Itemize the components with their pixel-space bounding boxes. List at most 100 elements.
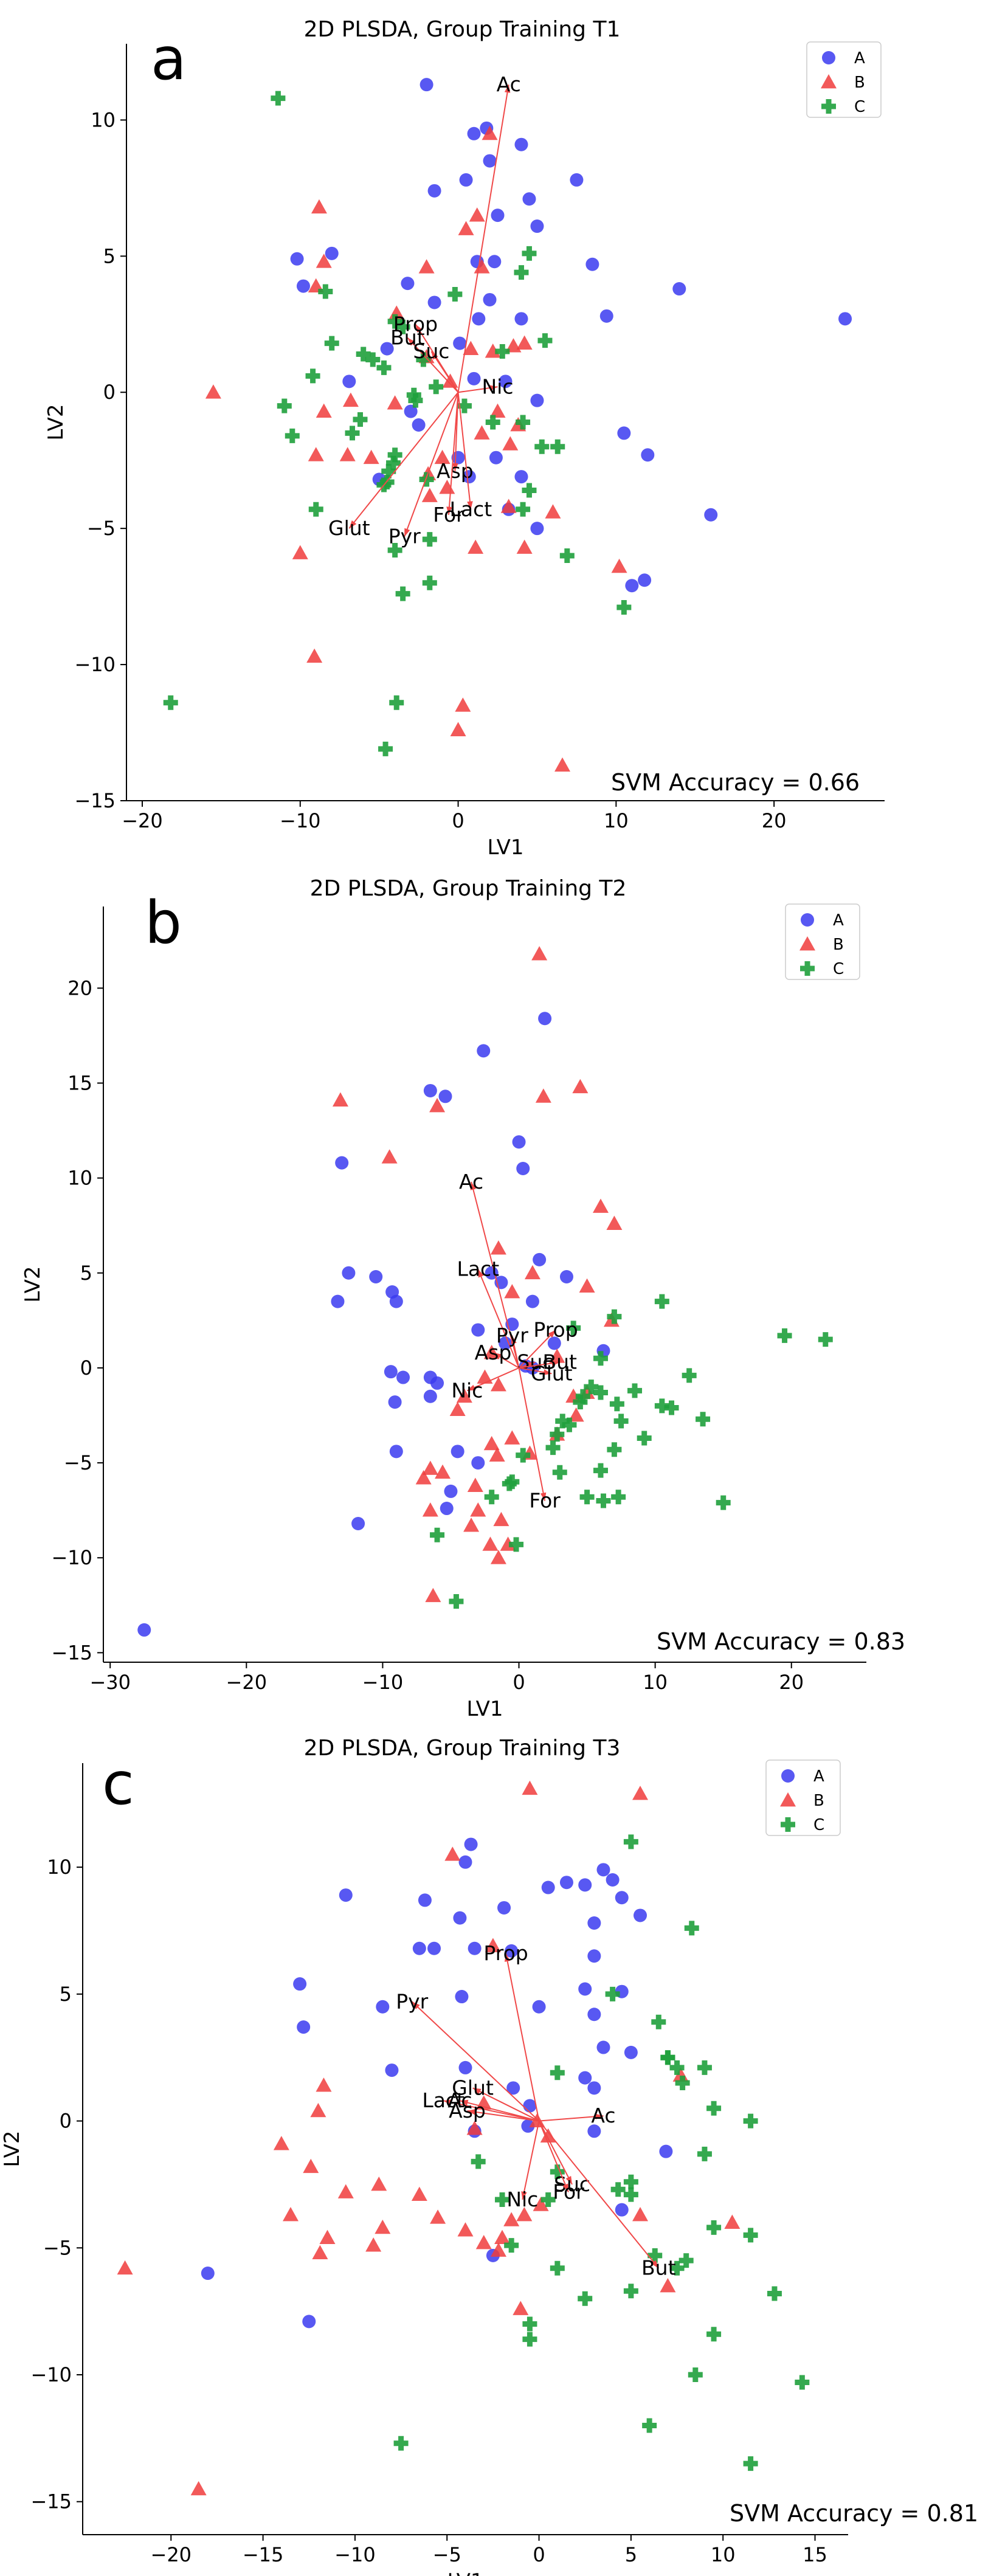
x-tick-label: 10 [604, 809, 629, 832]
legend-label: C [833, 960, 844, 978]
data-point-B [477, 1369, 493, 1384]
y-tick-label: 20 [67, 976, 92, 1000]
data-point-B [483, 1435, 500, 1451]
loading-arrow [430, 351, 459, 393]
data-point-A [404, 404, 418, 418]
loading-arrowhead [651, 2260, 659, 2268]
loading-arrowhead [595, 2113, 604, 2120]
loading-label: Asp [449, 2099, 486, 2122]
series-A [290, 78, 852, 593]
data-point-C [795, 2375, 810, 2390]
data-point-C [627, 1383, 643, 1398]
data-point-B [332, 1092, 348, 1107]
data-point-C [522, 2316, 537, 2332]
data-point-A [423, 1389, 437, 1403]
data-point-A [659, 2144, 673, 2158]
data-point-C [408, 393, 423, 408]
data-point-B [449, 1401, 466, 1417]
data-point-A [512, 1135, 526, 1149]
data-point-A [302, 2315, 316, 2329]
x-axis-label: LV1 [447, 2569, 483, 2576]
data-point-C [706, 2327, 722, 2342]
data-point-A [427, 1941, 441, 1955]
svm-accuracy-label: SVM Accuracy = 0.66 [611, 769, 860, 796]
loading-arrow [447, 392, 459, 515]
data-point-B [485, 344, 501, 358]
data-point-A [599, 309, 613, 323]
legend-label: A [833, 911, 844, 930]
data-point-B [490, 1240, 506, 1255]
x-axis-label: LV1 [487, 835, 523, 857]
data-point-A [538, 1012, 552, 1026]
data-point-A [293, 1977, 307, 1991]
loading-arrow [518, 1329, 556, 1369]
data-point-A [339, 1888, 353, 1902]
x-tick-label: −20 [151, 2543, 192, 2566]
data-point-A [351, 1517, 365, 1531]
data-point-B [308, 447, 324, 461]
data-point-C [387, 314, 402, 329]
data-point-B [524, 1265, 540, 1280]
loading-arrow [472, 2087, 540, 2122]
data-point-A [615, 2203, 629, 2217]
loading-arrowhead [443, 2099, 452, 2105]
data-point-B [549, 1348, 565, 1363]
y-axis-label: LV2 [21, 1266, 45, 1302]
data-point-C [550, 2164, 565, 2180]
data-point-C [669, 2260, 685, 2276]
data-point-A [342, 375, 356, 388]
legend-marker-C [821, 99, 836, 114]
data-point-B [282, 2207, 299, 2222]
legend-label: C [813, 1816, 824, 1834]
data-point-A [342, 1266, 356, 1280]
loading-label: Suc [517, 1350, 553, 1374]
data-point-C [457, 398, 472, 413]
data-point-A [641, 448, 655, 462]
data-point-A [672, 282, 686, 296]
data-point-C [271, 91, 286, 106]
data-point-B [415, 1470, 432, 1485]
data-point-A [137, 1623, 151, 1637]
data-point-C [365, 352, 381, 367]
y-tick-label: −10 [30, 2363, 72, 2386]
loading-arrow [518, 1367, 546, 1501]
data-point-C [611, 1490, 626, 1505]
data-point-A [385, 2063, 399, 2077]
data-point-B [568, 1407, 584, 1422]
data-point-B [418, 259, 435, 274]
data-point-C [743, 2228, 758, 2243]
x-tick-label: −15 [243, 2543, 284, 2566]
data-point-B [468, 539, 484, 554]
data-point-A [396, 1370, 410, 1384]
data-point-C [613, 1414, 629, 1429]
data-point-B [513, 2301, 529, 2315]
data-point-B [457, 2222, 474, 2237]
data-point-A [522, 192, 536, 206]
loading-label: For [529, 1489, 561, 1513]
loading-label: Nic [506, 2188, 538, 2211]
data-point-C [545, 1440, 561, 1455]
data-point-A [388, 1395, 402, 1409]
data-point-B [504, 1430, 520, 1445]
data-point-A [516, 1161, 530, 1175]
legend-label: B [813, 1792, 824, 1810]
loading-arrowhead [452, 463, 458, 472]
legend-marker-A [781, 1769, 795, 1783]
data-point-A [451, 1445, 464, 1459]
loading-arrowhead [504, 1953, 511, 1962]
data-point-B [489, 403, 506, 418]
data-point-B [463, 340, 479, 355]
loading-arrow [471, 1181, 520, 1369]
data-point-C [743, 2113, 758, 2129]
data-point-C [767, 2286, 782, 2301]
x-tick-label: −5 [433, 2543, 461, 2566]
legend-marker-B [799, 936, 815, 951]
y-axis-label: LV2 [0, 2130, 24, 2167]
data-point-C [484, 1490, 499, 1505]
data-point-C [593, 1385, 608, 1400]
data-point-A [472, 312, 486, 326]
panel-letter: b [145, 889, 182, 957]
loading-arrowhead [504, 85, 511, 93]
